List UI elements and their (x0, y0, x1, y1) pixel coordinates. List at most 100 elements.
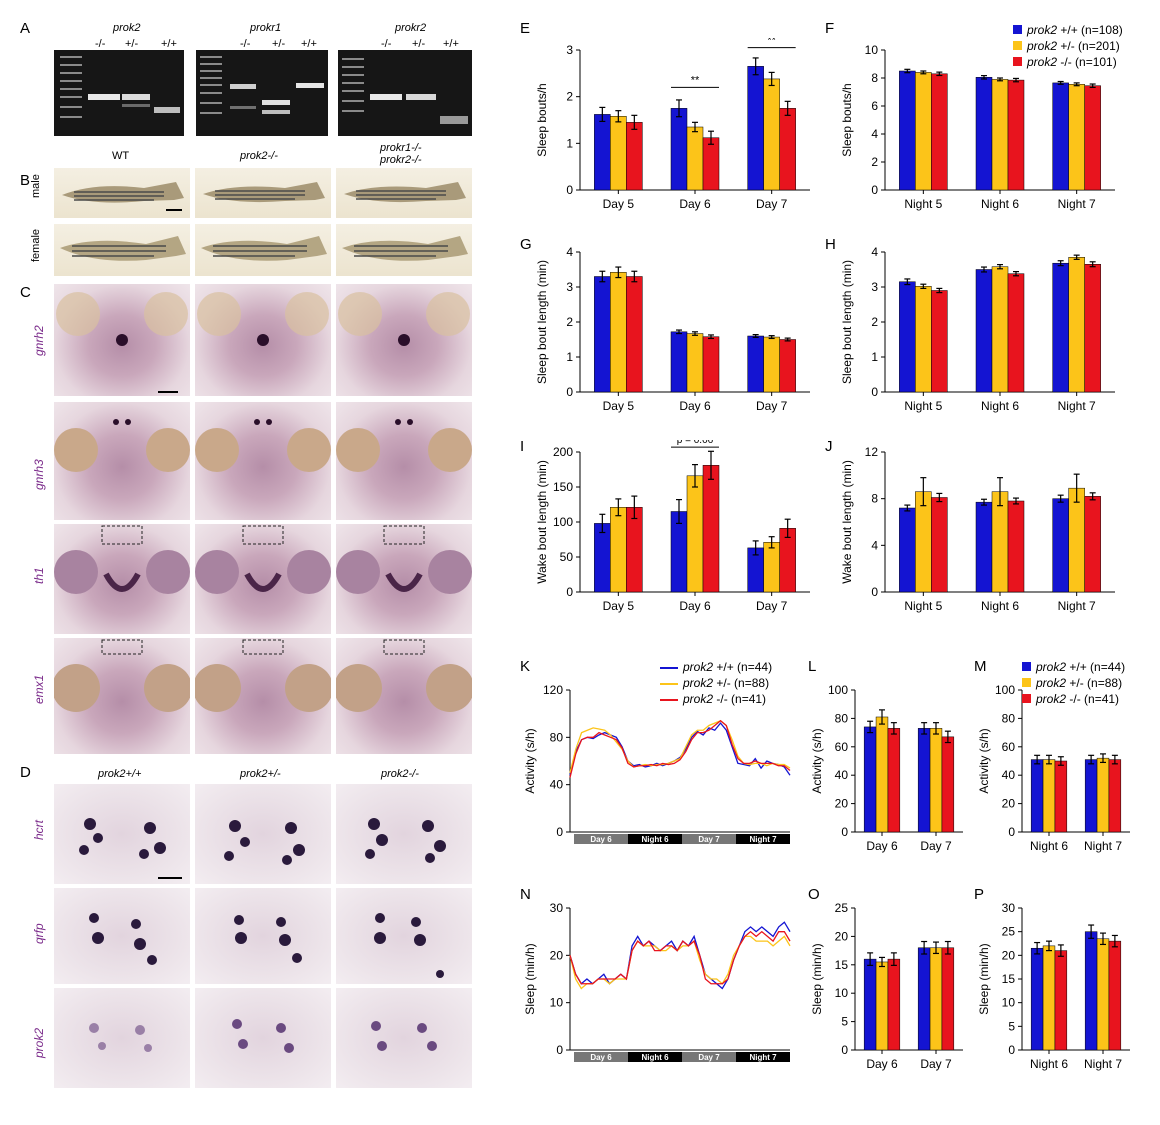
y-axis-label: Activity (s/h) (810, 728, 824, 793)
panel-label-o: O (808, 886, 820, 903)
legend-label: -/- (n=41) (716, 692, 767, 706)
panel-label-c: C (20, 284, 31, 301)
y-tick-label: 20 (550, 948, 564, 962)
embryo-image (54, 524, 190, 634)
photoperiod-bar (628, 834, 682, 844)
y-tick-label: 15 (835, 958, 849, 972)
embryo-image (54, 402, 190, 520)
y-tick-label: 80 (1002, 711, 1016, 725)
genotype-label: prok2-/- (381, 768, 419, 780)
gene-label: hcrt (32, 819, 46, 840)
bar (863, 726, 877, 833)
neuron-image (54, 988, 190, 1088)
legend-label: +/+ (n=108) (1060, 23, 1123, 37)
legend-label: -/- (n=41) (1069, 692, 1120, 706)
x-tick-label: Day 6 (679, 599, 711, 613)
y-axis-label: Sleep (min/h) (523, 943, 537, 1014)
fish-image (195, 168, 331, 218)
bar (1108, 940, 1122, 1051)
embryo-image (195, 402, 331, 520)
y-tick-label: 0 (871, 385, 878, 399)
panel-label-d: D (20, 764, 31, 781)
photoperiod-bar (628, 1052, 682, 1062)
bar (1096, 938, 1110, 1051)
panel-label-j: J (825, 438, 833, 455)
bar (1084, 759, 1098, 833)
y-tick-label: 200 (553, 445, 573, 459)
bar (702, 336, 720, 393)
bar (917, 947, 931, 1051)
y-tick-label: 12 (865, 445, 879, 459)
bar (1068, 257, 1085, 393)
bar (1068, 487, 1085, 593)
gel-title: prokr1 (250, 22, 282, 34)
embryo-image (52, 638, 192, 754)
y-tick-label: 120 (543, 683, 563, 697)
significance-label: ** (767, 38, 776, 47)
y-tick-label: 3 (566, 280, 573, 294)
y-tick-label: 0 (841, 825, 848, 839)
lane-label: -/- (381, 38, 392, 50)
legend-genotype: prok2 (1036, 660, 1067, 674)
bar (1084, 85, 1101, 191)
legend-label: -/- (n=101) (1060, 55, 1117, 69)
embryo-image (193, 638, 333, 754)
legend-swatch (1022, 662, 1031, 671)
photoperiod-label: Day 7 (698, 1053, 720, 1062)
x-tick-label: Day 7 (920, 1057, 952, 1071)
x-tick-label: Night 5 (904, 197, 942, 211)
y-tick-label: 2 (566, 315, 573, 329)
y-tick-label: 0 (871, 585, 878, 599)
y-tick-label: 100 (995, 683, 1015, 697)
bar (915, 72, 932, 191)
series-line (569, 930, 791, 985)
bar (1068, 84, 1085, 191)
neuron-image (336, 988, 472, 1088)
bar (626, 276, 643, 393)
bar (991, 266, 1009, 393)
y-tick-label: 0 (566, 183, 573, 197)
fish-image (336, 224, 472, 276)
neuron-image (195, 784, 331, 884)
x-tick-label: Day 7 (756, 399, 788, 413)
y-tick-label: 20 (1002, 948, 1016, 962)
y-tick-label: 8 (871, 492, 878, 506)
bar (941, 947, 955, 1051)
legend-label: +/- (n=88) (1069, 676, 1123, 690)
legend-genotype: prok2 (683, 660, 714, 674)
bar (1052, 498, 1069, 593)
y-axis-label: Sleep bout length (min) (840, 260, 854, 384)
photoperiod-label: Night 6 (641, 835, 669, 844)
y-tick-label: 2 (871, 315, 878, 329)
fish-image (54, 224, 190, 276)
fish-image (195, 224, 331, 276)
y-tick-label: 100 (553, 515, 573, 529)
y-tick-label: 60 (835, 740, 849, 754)
bar (702, 465, 720, 593)
bar (1007, 273, 1025, 393)
lane-label: +/- (272, 38, 286, 50)
y-tick-label: 5 (841, 1015, 848, 1029)
x-tick-label: Night 7 (1084, 839, 1122, 853)
x-tick-label: Night 7 (1058, 197, 1096, 211)
y-tick-label: 150 (553, 480, 573, 494)
gel-title: prokr2 (395, 22, 427, 34)
fish-col-label: WT (112, 150, 130, 162)
lane-label: +/- (125, 38, 139, 50)
x-tick-label: Night 6 (1030, 1057, 1068, 1071)
panel-label-p: P (974, 886, 985, 903)
photoperiod-label: Day 6 (590, 1053, 612, 1062)
x-tick-label: Day 7 (920, 839, 952, 853)
legend-label: +/+ (n=44) (716, 660, 773, 674)
chart-f: 0 2 4 6 8 10 Sleep bouts/h Night 5 Night 6 Night … (840, 43, 1115, 211)
y-tick-label: 20 (835, 797, 849, 811)
legend-genotype: prok2 (1036, 676, 1067, 690)
bar (747, 335, 764, 393)
gene-label: gnrh3 (32, 459, 46, 490)
photoperiod-bar (682, 1052, 736, 1062)
bar (670, 331, 688, 393)
lane-label: +/- (412, 38, 426, 50)
gel-bands (342, 58, 468, 124)
x-tick-label: Day 5 (603, 599, 635, 613)
x-tick-label: Day 6 (866, 839, 898, 853)
